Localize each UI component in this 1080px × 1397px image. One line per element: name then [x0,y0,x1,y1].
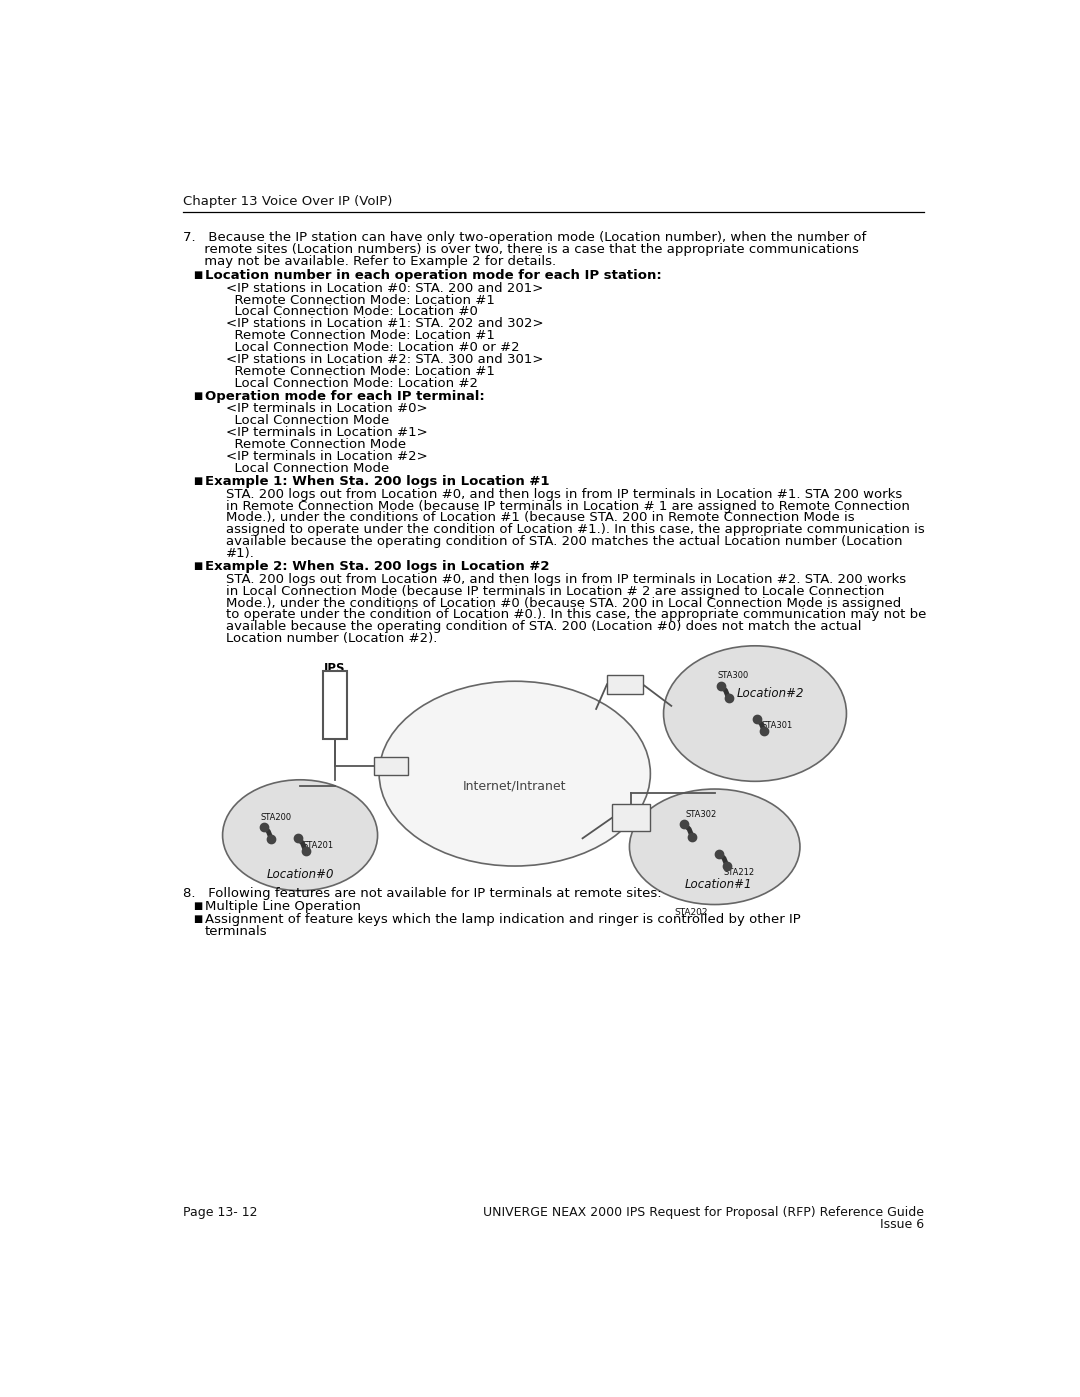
Text: STA200: STA200 [260,813,292,821]
Text: ■: ■ [193,560,202,571]
Text: in Local Connection Mode (because IP terminals in Location # 2 are assigned to L: in Local Connection Mode (because IP ter… [227,584,885,598]
Text: Remote Connection Mode: Remote Connection Mode [227,439,406,451]
Text: ■: ■ [193,270,202,279]
Text: Operation mode for each IP terminal:: Operation mode for each IP terminal: [205,390,485,402]
Text: STA301: STA301 [761,721,793,731]
Text: <IP terminals in Location #2>: <IP terminals in Location #2> [227,450,428,464]
Text: to operate under the condition of Location #0.). In this case, the appropriate c: to operate under the condition of Locati… [227,609,927,622]
Text: STA. 200 logs out from Location #0, and then logs in from IP terminals in Locati: STA. 200 logs out from Location #0, and … [227,573,906,585]
Text: ■: ■ [193,901,202,911]
Text: STA. 200 logs out from Location #0, and then logs in from IP terminals in Locati: STA. 200 logs out from Location #0, and … [227,488,903,500]
Text: Multiple Line Operation: Multiple Line Operation [205,900,361,914]
Text: may not be available. Refer to Example 2 for details.: may not be available. Refer to Example 2… [183,254,556,268]
Text: <IP terminals in Location #0>: <IP terminals in Location #0> [227,402,428,415]
Ellipse shape [379,682,650,866]
Text: Router: Router [615,817,647,827]
Text: STA300: STA300 [718,671,750,680]
Text: 7.   Because the IP station can have only two-operation mode (Location number), : 7. Because the IP station can have only … [183,231,866,244]
Ellipse shape [222,780,378,891]
Text: <IP terminals in Location #1>: <IP terminals in Location #1> [227,426,428,440]
Text: STA202: STA202 [675,908,708,918]
Text: Router: Router [375,761,407,771]
Text: <IP stations in Location #1: STA. 202 and 302>: <IP stations in Location #1: STA. 202 an… [227,317,544,331]
Text: Location number (Location #2).: Location number (Location #2). [227,633,437,645]
Text: in Remote Connection Mode (because IP terminals in Location # 1 are assigned to : in Remote Connection Mode (because IP te… [227,500,910,513]
Text: Example 2: When Sta. 200 logs in Location #2: Example 2: When Sta. 200 logs in Locatio… [205,560,550,573]
Text: UNIVERGE NEAX 2000 IPS Request for Proposal (RFP) Reference Guide: UNIVERGE NEAX 2000 IPS Request for Propo… [483,1206,924,1218]
Text: ■: ■ [193,391,202,401]
Text: ■: ■ [193,475,202,486]
Text: 8.   Following features are not available for IP terminals at remote sites:: 8. Following features are not available … [183,887,662,900]
Text: Remote Connection Mode: Location #1: Remote Connection Mode: Location #1 [227,365,496,379]
Text: Internet/Intranet: Internet/Intranet [463,780,567,792]
Ellipse shape [663,645,847,781]
FancyBboxPatch shape [607,675,643,693]
Text: Location#0: Location#0 [267,868,334,880]
Text: STA212: STA212 [724,868,755,876]
Text: terminals: terminals [205,925,268,937]
Text: Router: Router [608,680,642,690]
Text: #1).: #1). [227,548,255,560]
Text: Dial-up: Dial-up [613,809,649,819]
Text: Local Connection Mode: Location #0: Local Connection Mode: Location #0 [227,306,478,319]
Text: Remote Connection Mode: Location #1: Remote Connection Mode: Location #1 [227,330,496,342]
Text: Local Connection Mode: Location #2: Local Connection Mode: Location #2 [227,377,478,390]
FancyBboxPatch shape [323,671,348,739]
Text: Page 13- 12: Page 13- 12 [183,1206,257,1218]
FancyBboxPatch shape [374,757,408,775]
Text: Remote Connection Mode: Location #1: Remote Connection Mode: Location #1 [227,293,496,306]
Text: Chapter 13 Voice Over IP (VoIP): Chapter 13 Voice Over IP (VoIP) [183,194,392,208]
Text: Local Connection Mode: Local Connection Mode [227,415,390,427]
Text: ■: ■ [193,914,202,923]
Text: available because the operating condition of STA. 200 (Location #0) does not mat: available because the operating conditio… [227,620,862,633]
Text: Issue 6: Issue 6 [880,1218,924,1231]
Text: Mode.), under the conditions of Location #1 (because STA. 200 in Remote Connecti: Mode.), under the conditions of Location… [227,511,855,524]
Text: assigned to operate under the condition of Location #1.). In this case, the appr: assigned to operate under the condition … [227,524,926,536]
Ellipse shape [630,789,800,904]
Text: Local Connection Mode: Local Connection Mode [227,462,390,475]
Text: Example 1: When Sta. 200 logs in Location #1: Example 1: When Sta. 200 logs in Locatio… [205,475,550,488]
Text: Assignment of feature keys which the lamp indication and ringer is controlled by: Assignment of feature keys which the lam… [205,914,800,926]
Text: Mode.), under the conditions of Location #0 (because STA. 200 in Local Connectio: Mode.), under the conditions of Location… [227,597,902,609]
Text: Location#1: Location#1 [685,877,753,890]
Text: IPS: IPS [324,662,346,675]
Text: <IP stations in Location #0: STA. 200 and 201>: <IP stations in Location #0: STA. 200 an… [227,282,544,295]
Text: Location#2: Location#2 [737,686,805,700]
FancyBboxPatch shape [612,803,649,831]
Text: STA201: STA201 [302,841,334,849]
Text: Location number in each operation mode for each IP station:: Location number in each operation mode f… [205,268,661,282]
Text: remote sites (Location numbers) is over two, there is a case that the appropriat: remote sites (Location numbers) is over … [183,243,859,256]
Text: available because the operating condition of STA. 200 matches the actual Locatio: available because the operating conditio… [227,535,903,548]
Text: STA302: STA302 [685,810,716,819]
Text: <IP stations in Location #2: STA. 300 and 301>: <IP stations in Location #2: STA. 300 an… [227,353,544,366]
Text: Local Connection Mode: Location #0 or #2: Local Connection Mode: Location #0 or #2 [227,341,521,355]
